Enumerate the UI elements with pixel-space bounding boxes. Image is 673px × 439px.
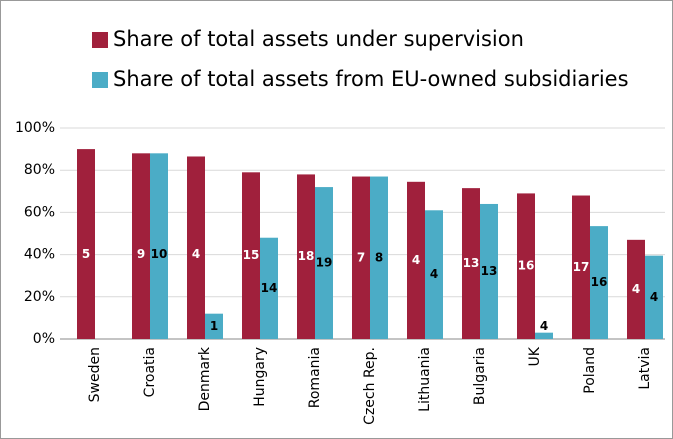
x-tick-label: Czech Rep. — [362, 347, 378, 425]
x-tick-label: Poland — [582, 347, 598, 394]
data-label: 4 — [430, 267, 438, 281]
x-tick-label: Lithuania — [417, 347, 433, 412]
x-tick-label: Denmark — [197, 346, 213, 411]
y-tick-label: 20% — [24, 289, 55, 305]
data-label: 16 — [591, 275, 608, 289]
y-tick-label: 60% — [24, 204, 55, 220]
data-label: 1 — [210, 319, 218, 333]
data-label: 16 — [518, 259, 535, 273]
bar — [352, 176, 370, 339]
data-label: 7 — [357, 250, 365, 264]
bar — [187, 156, 205, 339]
bar — [132, 153, 150, 339]
data-label: 18 — [298, 249, 315, 263]
bar — [535, 332, 553, 339]
data-label: 15 — [243, 248, 260, 262]
data-label: 5 — [82, 247, 90, 261]
y-tick-label: 40% — [24, 247, 55, 263]
data-label: 4 — [412, 253, 420, 267]
data-label: 13 — [463, 256, 480, 270]
x-tick-label: Croatia — [142, 347, 158, 397]
bar — [242, 172, 260, 339]
bar — [205, 313, 223, 339]
bar — [407, 181, 425, 339]
data-label: 8 — [375, 250, 383, 264]
bar — [572, 195, 590, 339]
bar — [260, 237, 278, 339]
bar — [425, 210, 443, 339]
x-tick-label: UK — [527, 346, 543, 366]
data-label: 4 — [192, 247, 200, 261]
bar — [480, 203, 498, 339]
data-label: 17 — [573, 260, 590, 274]
legend-label: Share of total assets under supervision — [113, 27, 524, 51]
x-tick-label: Bulgaria — [472, 347, 488, 405]
y-tick-label: 0% — [33, 331, 55, 347]
legend-label: Share of total assets from EU-owned subs… — [113, 67, 629, 91]
legend-swatch — [92, 32, 108, 48]
bar — [315, 187, 333, 339]
data-label: 19 — [316, 256, 333, 270]
data-label: 4 — [540, 319, 548, 333]
bar — [590, 226, 608, 339]
data-label: 4 — [650, 290, 658, 304]
bar — [370, 176, 388, 339]
bar — [77, 149, 95, 339]
bar — [645, 255, 663, 339]
bar — [462, 188, 480, 339]
data-label: 14 — [261, 281, 278, 295]
data-label: 13 — [481, 264, 498, 278]
x-tick-label: Hungary — [252, 347, 268, 407]
legend-swatch — [92, 72, 108, 88]
x-tick-label: Romania — [307, 347, 323, 408]
bar — [627, 239, 645, 339]
x-tick-label: Sweden — [87, 347, 103, 402]
bar — [150, 153, 168, 339]
y-tick-label: 100% — [15, 120, 55, 136]
x-tick-label: Latvia — [637, 347, 653, 390]
y-tick-label: 80% — [24, 162, 55, 178]
bar — [517, 193, 535, 339]
data-label: 10 — [151, 247, 168, 261]
data-label: 9 — [137, 247, 145, 261]
bar — [297, 174, 315, 339]
data-label: 4 — [632, 282, 640, 296]
